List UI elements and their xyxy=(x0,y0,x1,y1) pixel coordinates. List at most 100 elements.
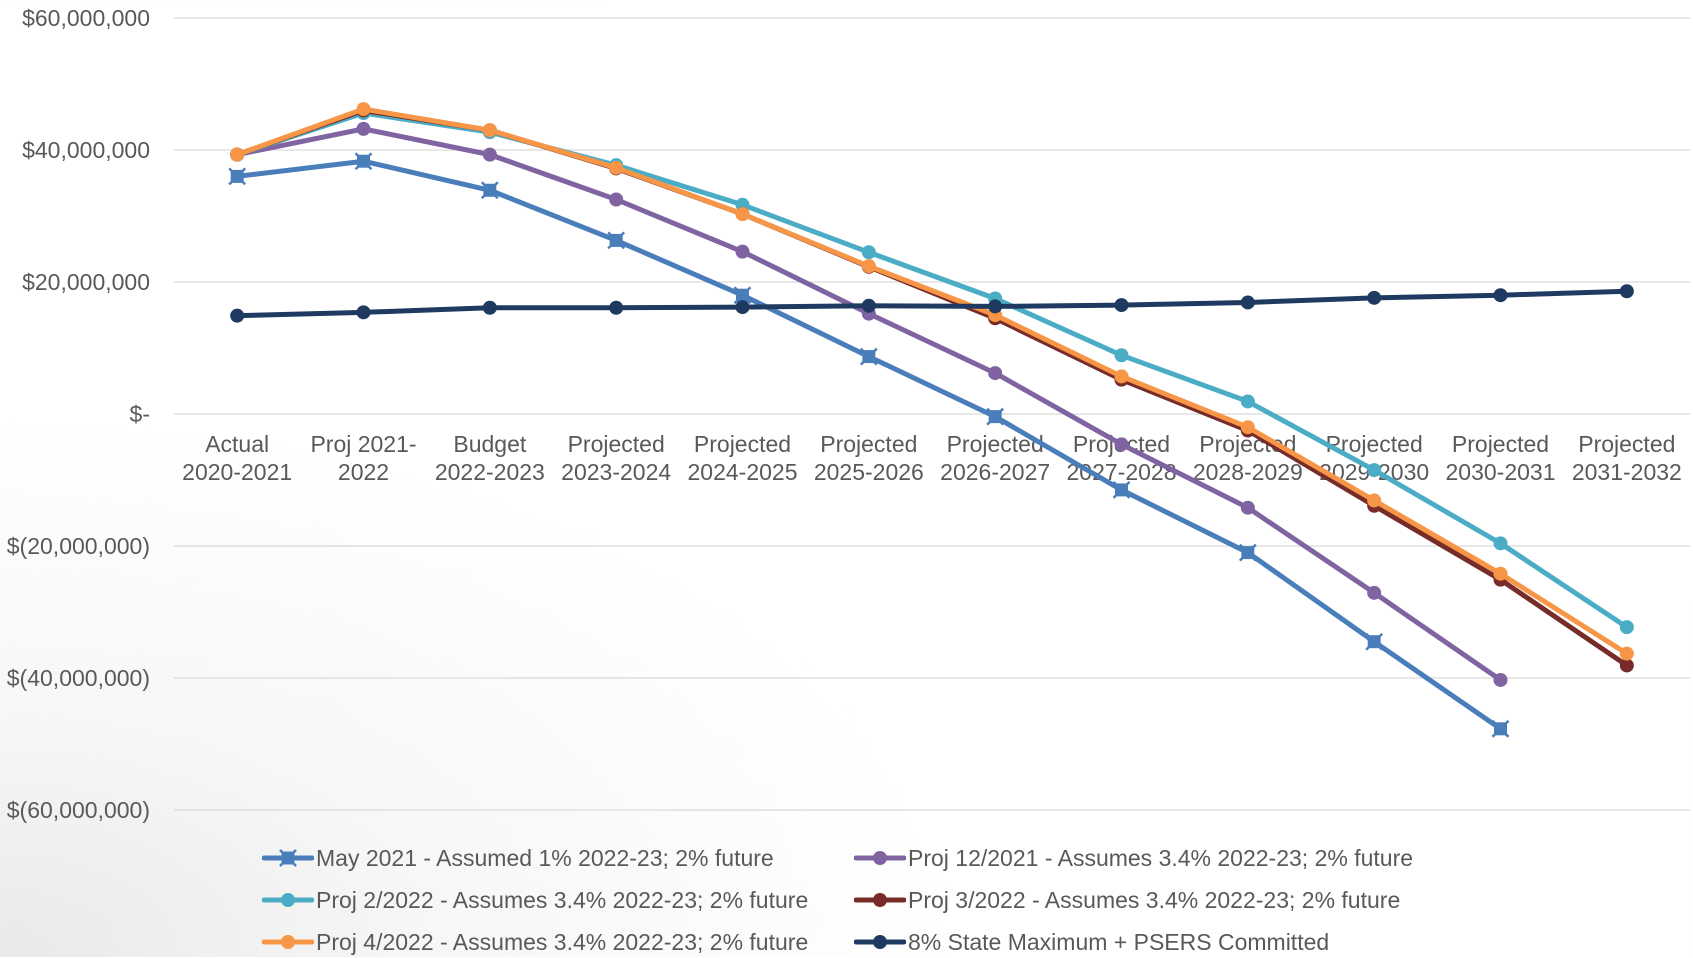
data-point xyxy=(735,244,750,259)
series-5 xyxy=(230,102,1634,661)
y-tick-label: $40,000,000 xyxy=(22,137,150,163)
x-tick-label: Projected 2028-2029 xyxy=(1193,431,1303,485)
data-point xyxy=(354,152,373,171)
data-point xyxy=(1240,420,1255,435)
x-tick-label: Actual 2020-2021 xyxy=(182,431,292,485)
y-tick-label: $(20,000,000) xyxy=(7,533,150,559)
legend-swatch xyxy=(262,893,314,907)
data-point xyxy=(1619,284,1634,299)
data-point xyxy=(1365,632,1384,651)
legend-label: Proj 4/2022 - Assumes 3.4% 2022-23; 2% f… xyxy=(316,928,809,955)
data-point xyxy=(482,300,497,315)
data-point xyxy=(356,102,371,117)
legend-label: Proj 2/2022 - Assumes 3.4% 2022-23; 2% f… xyxy=(316,886,809,913)
data-point xyxy=(986,407,1005,426)
data-point xyxy=(1238,543,1257,562)
legend-swatch xyxy=(854,851,906,865)
data-point xyxy=(230,147,245,162)
series-1 xyxy=(228,152,1510,738)
gridlines xyxy=(174,17,1690,811)
data-point xyxy=(1619,646,1634,661)
data-point xyxy=(1493,672,1508,687)
legend-swatch xyxy=(262,935,314,949)
x-tick-label: Projected 2023-2024 xyxy=(561,431,671,485)
data-point xyxy=(1114,298,1129,313)
data-point xyxy=(356,305,371,320)
data-point xyxy=(1367,493,1382,508)
data-point xyxy=(1114,348,1129,363)
series-line xyxy=(234,288,1630,319)
legend-marker xyxy=(873,893,887,907)
x-tick-label: Projected 2024-2025 xyxy=(688,431,798,485)
legend-item: May 2021 - Assumed 1% 2022-23; 2% future xyxy=(262,842,854,874)
data-point xyxy=(1114,369,1129,384)
legend-swatch xyxy=(262,849,314,867)
series-3 xyxy=(230,106,1634,635)
data-point xyxy=(988,366,1003,381)
data-point xyxy=(609,192,624,207)
legend-swatch xyxy=(854,935,906,949)
data-point xyxy=(1367,585,1382,600)
data-point xyxy=(482,123,497,138)
y-tick-label: $20,000,000 xyxy=(22,269,150,295)
series-line xyxy=(234,106,1630,657)
x-tick-label: Projected 2031-2032 xyxy=(1572,431,1682,485)
data-point xyxy=(356,121,371,136)
legend-marker xyxy=(281,935,295,949)
data-point xyxy=(609,160,624,175)
data-point xyxy=(1112,481,1131,499)
legend-item: 8% State Maximum + PSERS Committed xyxy=(854,926,1454,958)
data-point xyxy=(1240,295,1255,310)
data-point xyxy=(1619,620,1634,635)
y-tick-label: $- xyxy=(130,401,150,427)
data-point xyxy=(482,147,497,162)
data-point xyxy=(1367,290,1382,305)
data-point xyxy=(1493,288,1508,303)
series-6 xyxy=(230,284,1634,323)
legend-label: Proj 12/2021 - Assumes 3.4% 2022-23; 2% … xyxy=(908,844,1414,871)
data-point xyxy=(1240,500,1255,515)
x-tick-label: Budget 2022-2023 xyxy=(435,431,545,485)
data-point xyxy=(230,308,245,323)
data-point xyxy=(1493,536,1508,551)
data-point xyxy=(735,207,750,222)
x-tick-label: Projected 2030-2031 xyxy=(1446,431,1556,485)
data-point xyxy=(735,300,750,315)
legend-marker xyxy=(281,893,295,907)
data-point xyxy=(988,299,1003,314)
y-axis-tick-labels: $60,000,000 $40,000,000 $20,000,000 $- $(20,… xyxy=(7,5,150,823)
y-tick-label: $60,000,000 xyxy=(22,5,150,31)
data-point xyxy=(1240,394,1255,409)
data-point xyxy=(861,259,876,274)
legend-marker xyxy=(279,849,297,867)
legend-item: Proj 2/2022 - Assumes 3.4% 2022-23; 2% f… xyxy=(262,884,854,916)
legend-item: Proj 12/2021 - Assumes 3.4% 2022-23; 2% … xyxy=(854,842,1454,874)
y-tick-label: $(40,000,000) xyxy=(7,665,150,691)
y-tick-label: $(60,000,000) xyxy=(7,797,150,823)
data-point xyxy=(228,167,247,186)
data-point xyxy=(609,300,624,315)
x-tick-label: Proj 2021-2022 xyxy=(310,431,416,485)
legend-item: Proj 3/2022 - Assumes 3.4% 2022-23; 2% f… xyxy=(854,884,1454,916)
data-point xyxy=(1493,566,1508,581)
data-point xyxy=(733,286,752,305)
data-point xyxy=(1114,437,1129,452)
series-line xyxy=(234,110,1630,630)
data-point xyxy=(861,245,876,260)
data-point xyxy=(607,231,626,250)
x-axis-tick-labels: Actual 2020-2021 Proj 2021-2022 Budget 2022-… xyxy=(182,431,1682,485)
legend-marker xyxy=(873,935,887,949)
legend-label: 8% State Maximum + PSERS Committed xyxy=(908,928,1330,955)
chart-legend: May 2021 - Assumed 1% 2022-23; 2% future… xyxy=(262,842,1562,958)
legend-swatch xyxy=(854,893,906,907)
legend-marker xyxy=(873,851,887,865)
legend-label: May 2021 - Assumed 1% 2022-23; 2% future xyxy=(316,844,774,871)
data-point xyxy=(1619,658,1634,673)
data-point xyxy=(859,347,878,366)
data-point xyxy=(1367,463,1382,478)
data-point xyxy=(1491,719,1510,738)
legend-label: Proj 3/2022 - Assumes 3.4% 2022-23; 2% f… xyxy=(908,886,1401,913)
data-point xyxy=(480,181,499,200)
